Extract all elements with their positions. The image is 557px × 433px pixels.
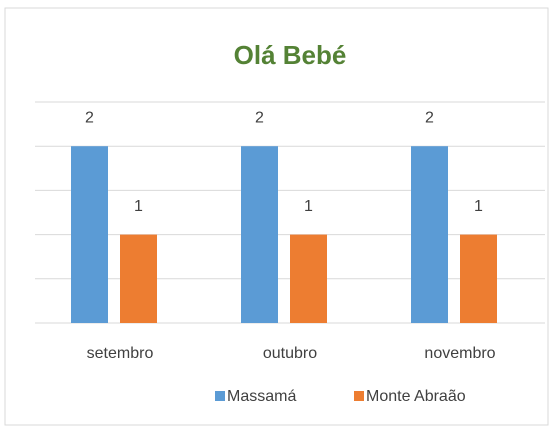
legend-label: Monte Abraão	[366, 388, 466, 405]
x-tick-label: novembro	[424, 345, 495, 362]
data-label: 2	[255, 109, 264, 126]
data-label: 1	[474, 198, 483, 215]
legend-label: Massamá	[227, 388, 296, 405]
bar	[460, 234, 497, 323]
data-label: 1	[134, 198, 143, 215]
data-label: 1	[304, 198, 313, 215]
legend-swatch	[215, 391, 225, 401]
data-label: 2	[85, 109, 94, 126]
chart-title: Olá Bebé	[234, 40, 347, 70]
bar	[290, 234, 327, 323]
data-label: 2	[425, 109, 434, 126]
bar	[71, 146, 108, 323]
x-tick-label: outubro	[263, 345, 317, 362]
x-tick-label: setembro	[87, 345, 154, 362]
bar	[411, 146, 448, 323]
legend-swatch	[354, 391, 364, 401]
bar	[241, 146, 278, 323]
bar	[120, 234, 157, 323]
